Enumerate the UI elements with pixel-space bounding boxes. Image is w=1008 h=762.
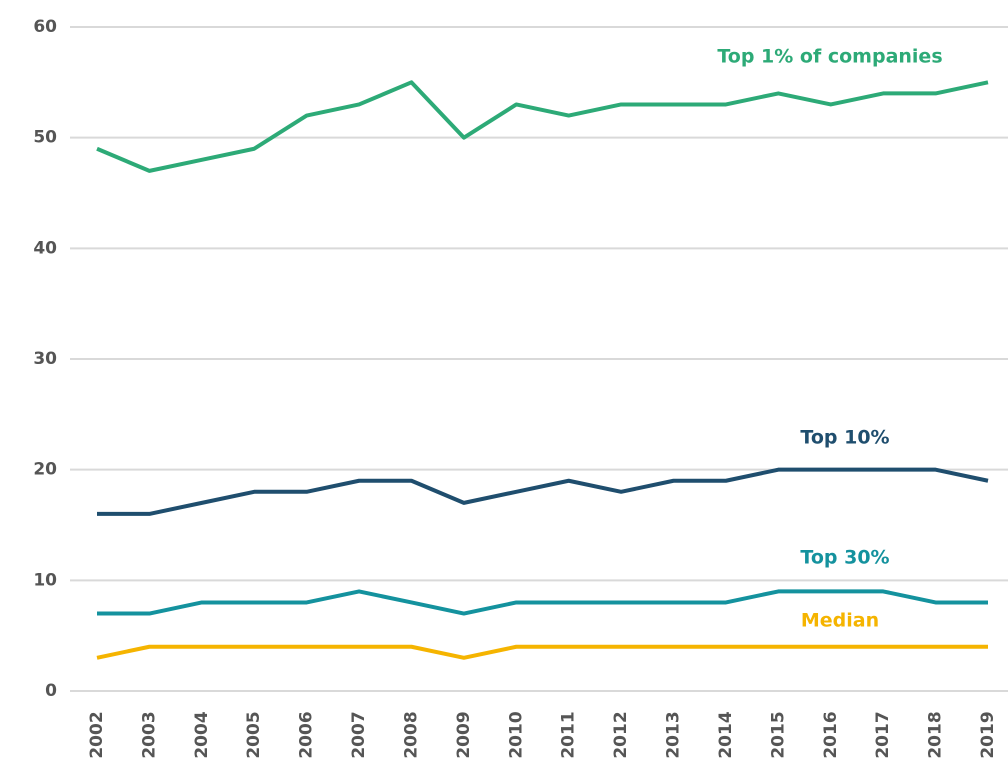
x-tick-label: 2018 [926,711,946,758]
y-tick-label: 20 [33,460,57,480]
series-line [96,80,989,173]
x-tick-label: 2004 [192,711,212,758]
y-tick-label: 60 [33,17,57,37]
x-tick-label: 2005 [244,711,264,758]
x-tick-label: 2003 [139,711,159,758]
x-tick-label: 2009 [454,711,474,758]
series-line [96,644,988,660]
x-tick-label: 2019 [978,711,998,758]
x-tick-label: 2014 [716,711,736,758]
x-tick-label: 2006 [297,711,317,758]
series-label: Top 30% [800,547,889,569]
series-line [97,589,988,616]
x-tick-label: 2016 [821,711,841,758]
y-tick-label: 30 [33,349,57,369]
y-tick-label: 50 [33,128,57,148]
y-tick-label: 10 [33,570,57,590]
x-tick-label: 2012 [611,711,631,758]
y-tick-label: 40 [33,238,57,258]
y-tick-label: 0 [45,681,57,701]
series-label: Median [801,610,879,632]
x-tick-label: 2013 [664,711,684,758]
x-tick-label: 2017 [873,711,893,758]
series-label: Top 10% [800,427,889,449]
x-tick-label: 2011 [559,711,579,758]
x-tick-label: 2008 [401,711,421,758]
x-tick-label: 2015 [768,711,788,758]
x-tick-label: 2002 [87,711,107,758]
x-tick-label: 2010 [506,711,526,758]
series-label: Top 1% of companies [717,46,942,68]
x-tick-label: 2007 [349,711,369,758]
series-line [97,467,989,516]
